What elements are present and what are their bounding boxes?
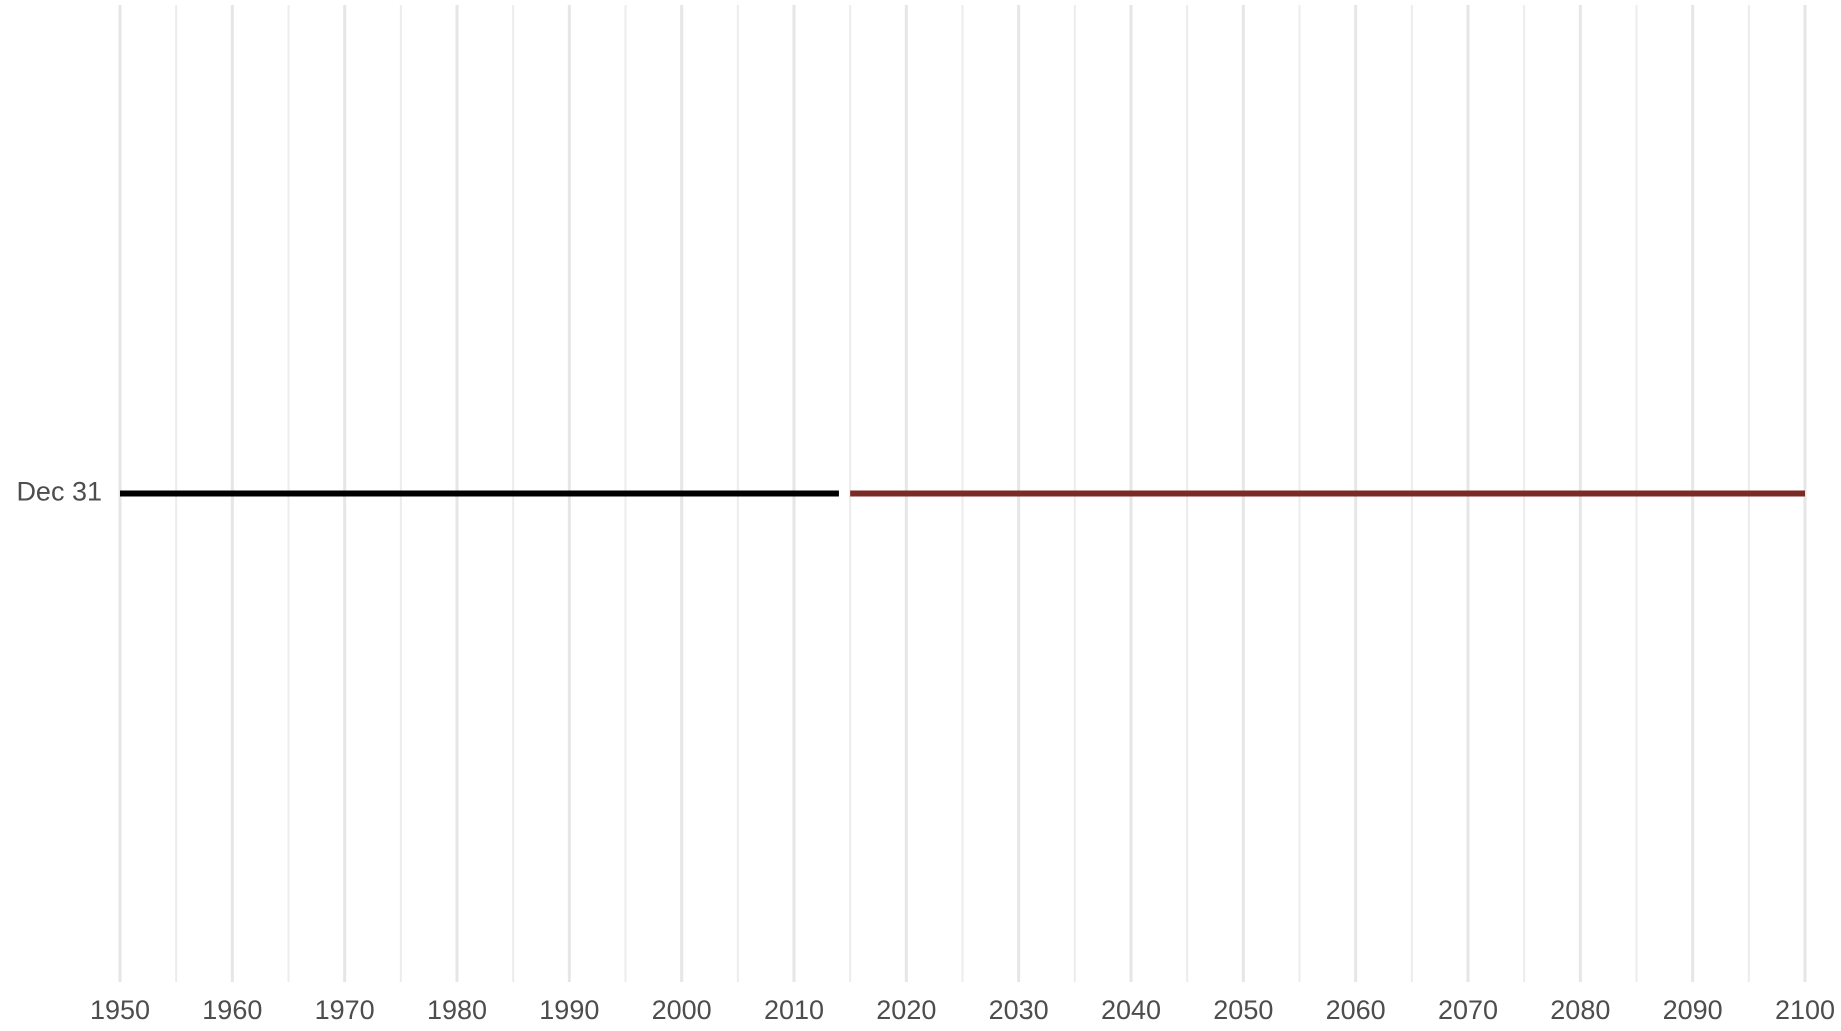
- x-tick-label: 2060: [1326, 995, 1386, 1025]
- x-tick-label: 1980: [427, 995, 487, 1025]
- x-tick-label: 2100: [1775, 995, 1835, 1025]
- x-tick-label: 2050: [1213, 995, 1273, 1025]
- x-tick-label: 2020: [876, 995, 936, 1025]
- x-tick-label: 2040: [1101, 995, 1161, 1025]
- x-tick-label: 2010: [764, 995, 824, 1025]
- x-tick-label: 1970: [315, 995, 375, 1025]
- y-tick-label: Dec 31: [16, 477, 102, 507]
- x-tick-label: 2000: [652, 995, 712, 1025]
- x-tick-label: 2090: [1663, 995, 1723, 1025]
- x-tick-label: 2070: [1438, 995, 1498, 1025]
- x-tick-label: 1990: [539, 995, 599, 1025]
- x-tick-label: 1950: [90, 995, 150, 1025]
- x-tick-label: 1960: [202, 995, 262, 1025]
- x-tick-label: 2030: [989, 995, 1049, 1025]
- x-tick-label: 2080: [1550, 995, 1610, 1025]
